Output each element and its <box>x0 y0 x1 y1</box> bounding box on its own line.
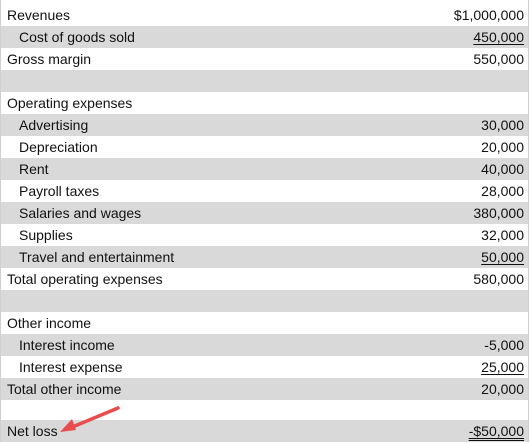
row-value: 30,000 <box>481 117 524 133</box>
row-value: 25,000 <box>481 359 524 375</box>
row-label: Gross margin <box>7 51 92 67</box>
row-total-other-income: Total other income 20,000 <box>1 378 528 400</box>
row-label: Revenues <box>7 7 71 23</box>
row-label: Total operating expenses <box>7 271 163 287</box>
row-label: Rent <box>19 161 49 177</box>
row-payroll-taxes: Payroll taxes 28,000 <box>1 180 528 202</box>
row-value: 20,000 <box>481 139 524 155</box>
row-operating-expenses-header: Operating expenses <box>1 92 528 114</box>
row-advertising: Advertising 30,000 <box>1 114 528 136</box>
row-value: 32,000 <box>481 227 524 243</box>
row-label: Interest income <box>19 337 115 353</box>
row-cost-of-goods-sold: Cost of goods sold 450,000 <box>1 26 528 48</box>
row-rent: Rent 40,000 <box>1 158 528 180</box>
row-label: Travel and entertainment <box>19 249 175 265</box>
row-travel-and-entertainment: Travel and entertainment 50,000 <box>1 246 528 268</box>
row-label: Net loss <box>7 423 58 439</box>
row-other-income-header: Other income <box>1 312 528 334</box>
row-gross-margin: Gross margin 550,000 <box>1 48 528 70</box>
row-value: 380,000 <box>473 205 524 221</box>
row-label: Payroll taxes <box>19 183 100 199</box>
row-spacer <box>1 290 528 312</box>
row-label: Advertising <box>19 117 89 133</box>
row-salaries-and-wages: Salaries and wages 380,000 <box>1 202 528 224</box>
row-label: Interest expense <box>19 359 123 375</box>
row-total-operating-expenses: Total operating expenses 580,000 <box>1 268 528 290</box>
row-value: 40,000 <box>481 161 524 177</box>
row-value: 20,000 <box>481 381 524 397</box>
row-revenues: Revenues $1,000,000 <box>1 4 528 26</box>
row-interest-expense: Interest expense 25,000 <box>1 356 528 378</box>
row-interest-income: Interest income -5,000 <box>1 334 528 356</box>
row-value: 28,000 <box>481 183 524 199</box>
row-value: 580,000 <box>473 271 524 287</box>
row-value: -5,000 <box>484 337 524 353</box>
row-label: Total other income <box>7 381 122 397</box>
arrow-head <box>60 419 76 432</box>
section-heading: Operating expenses <box>7 95 133 111</box>
arrow-shaft <box>68 406 120 430</box>
red-arrow-icon <box>60 406 120 432</box>
row-label: Salaries and wages <box>19 205 142 221</box>
section-heading: Other income <box>7 315 92 331</box>
row-value: 450,000 <box>473 29 524 45</box>
row-value: 50,000 <box>481 249 524 265</box>
row-depreciation: Depreciation 20,000 <box>1 136 528 158</box>
row-label: Depreciation <box>19 139 98 155</box>
row-label: Supplies <box>19 227 73 243</box>
row-value: -$50,000 <box>468 423 524 439</box>
row-net-loss: Net loss -$50,000 <box>1 420 528 442</box>
row-spacer <box>1 70 528 92</box>
row-value: $1,000,000 <box>453 7 524 23</box>
row-value: 550,000 <box>473 51 524 67</box>
row-supplies: Supplies 32,000 <box>1 224 528 246</box>
row-label: Cost of goods sold <box>19 29 135 45</box>
